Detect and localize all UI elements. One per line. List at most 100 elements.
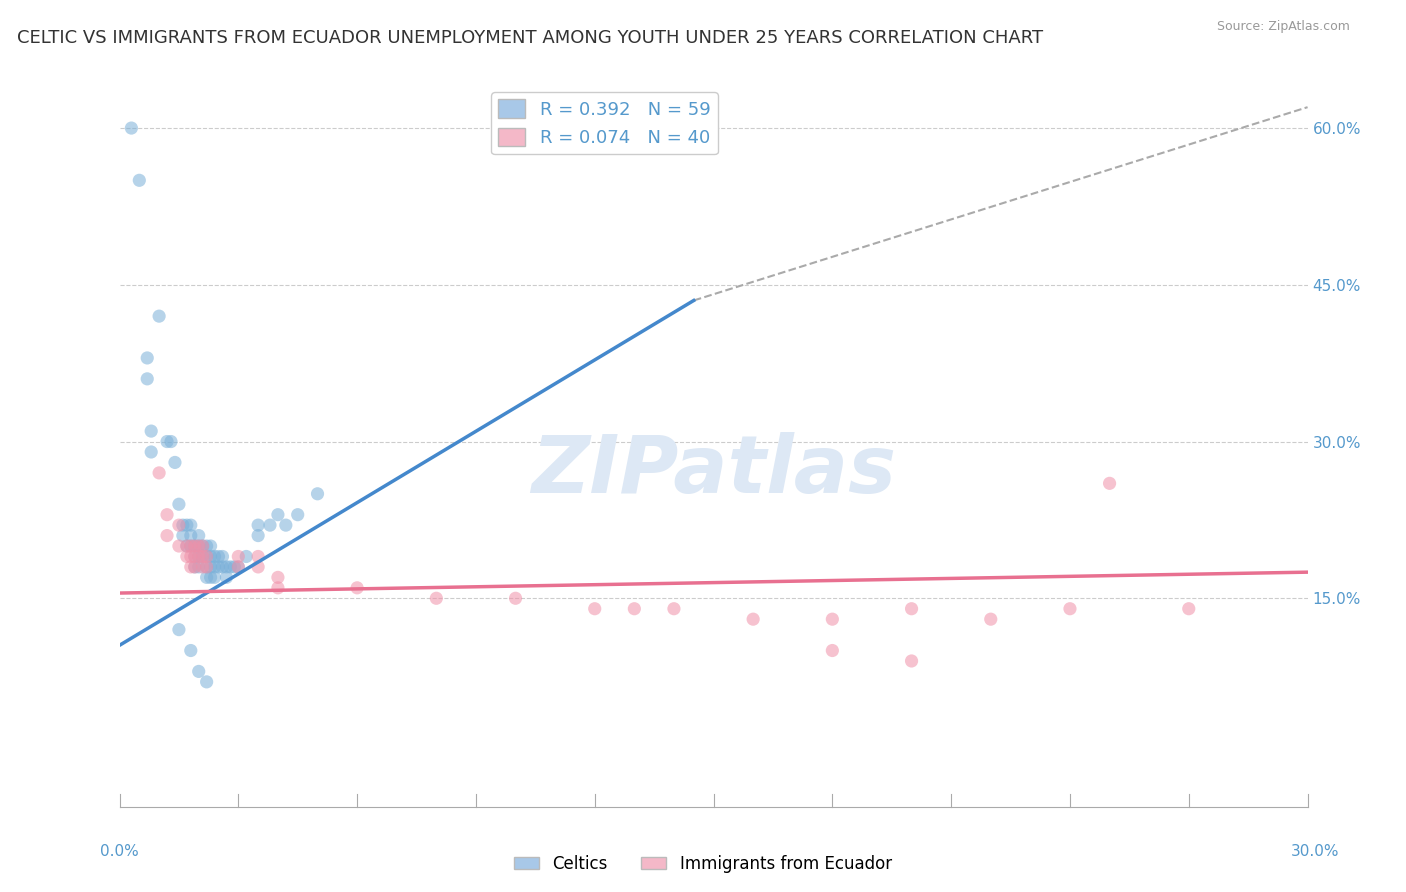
Point <box>215 560 238 574</box>
Point <box>980 612 1002 626</box>
Point <box>211 560 233 574</box>
Point <box>247 560 270 574</box>
Point <box>204 560 226 574</box>
Point <box>180 539 202 553</box>
Point <box>191 549 214 564</box>
Point <box>187 549 209 564</box>
Point <box>180 560 202 574</box>
Point <box>207 560 229 574</box>
Point <box>195 560 218 574</box>
Point <box>180 528 202 542</box>
Point <box>167 518 190 533</box>
Point <box>259 518 281 533</box>
Point <box>156 528 179 542</box>
Point <box>207 549 229 564</box>
Point <box>200 570 222 584</box>
Point <box>180 549 202 564</box>
Point <box>204 570 226 584</box>
Point <box>195 549 218 564</box>
Point <box>200 549 222 564</box>
Point <box>583 601 606 615</box>
Point <box>136 351 159 365</box>
Point <box>136 372 159 386</box>
Point <box>224 560 246 574</box>
Point <box>274 518 297 533</box>
Point <box>148 466 170 480</box>
Point <box>156 434 179 449</box>
Point <box>1178 601 1201 615</box>
Point <box>425 591 447 606</box>
Point <box>167 497 190 511</box>
Point <box>141 424 163 438</box>
Point <box>191 549 214 564</box>
Point <box>821 643 844 657</box>
Point <box>200 560 222 574</box>
Point <box>307 487 329 501</box>
Point <box>187 539 209 553</box>
Point <box>184 549 207 564</box>
Point <box>346 581 368 595</box>
Point <box>167 539 190 553</box>
Point <box>195 549 218 564</box>
Point <box>120 121 142 136</box>
Text: 0.0%: 0.0% <box>100 845 139 859</box>
Text: ZIPatlas: ZIPatlas <box>531 432 896 510</box>
Point <box>742 612 765 626</box>
Point <box>184 560 207 574</box>
Point <box>900 654 922 668</box>
Point <box>1098 476 1121 491</box>
Point <box>180 643 202 657</box>
Point <box>247 528 270 542</box>
Point <box>184 549 207 564</box>
Text: CELTIC VS IMMIGRANTS FROM ECUADOR UNEMPLOYMENT AMONG YOUTH UNDER 25 YEARS CORREL: CELTIC VS IMMIGRANTS FROM ECUADOR UNEMPL… <box>17 29 1043 46</box>
Point <box>215 570 238 584</box>
Point <box>287 508 309 522</box>
Point <box>228 560 250 574</box>
Point <box>211 549 233 564</box>
Point <box>187 528 209 542</box>
Point <box>235 549 257 564</box>
Point <box>141 445 163 459</box>
Point <box>187 549 209 564</box>
Point <box>128 173 150 187</box>
Point <box>187 560 209 574</box>
Point <box>184 560 207 574</box>
Point <box>195 560 218 574</box>
Point <box>167 623 190 637</box>
Legend: Celtics, Immigrants from Ecuador: Celtics, Immigrants from Ecuador <box>508 848 898 880</box>
Point <box>204 549 226 564</box>
Point <box>200 539 222 553</box>
Point <box>191 560 214 574</box>
Point <box>180 518 202 533</box>
Point <box>156 508 179 522</box>
Point <box>900 601 922 615</box>
Point <box>191 539 214 553</box>
Point <box>267 570 290 584</box>
Point <box>176 539 198 553</box>
Point <box>160 434 183 449</box>
Point <box>1059 601 1081 615</box>
Point <box>247 549 270 564</box>
Legend: R = 0.392   N = 59, R = 0.074   N = 40: R = 0.392 N = 59, R = 0.074 N = 40 <box>491 92 717 154</box>
Point <box>219 560 242 574</box>
Point <box>187 539 209 553</box>
Point <box>228 560 250 574</box>
Point <box>623 601 645 615</box>
Point <box>195 674 218 689</box>
Text: 30.0%: 30.0% <box>1291 845 1339 859</box>
Point <box>180 539 202 553</box>
Point <box>163 455 186 469</box>
Point <box>184 539 207 553</box>
Point <box>176 518 198 533</box>
Point <box>195 539 218 553</box>
Point <box>228 549 250 564</box>
Point <box>148 309 170 323</box>
Point <box>662 601 685 615</box>
Point <box>172 528 194 542</box>
Point <box>247 518 270 533</box>
Text: Source: ZipAtlas.com: Source: ZipAtlas.com <box>1216 20 1350 33</box>
Point <box>172 518 194 533</box>
Point <box>176 539 198 553</box>
Point <box>191 539 214 553</box>
Point <box>184 539 207 553</box>
